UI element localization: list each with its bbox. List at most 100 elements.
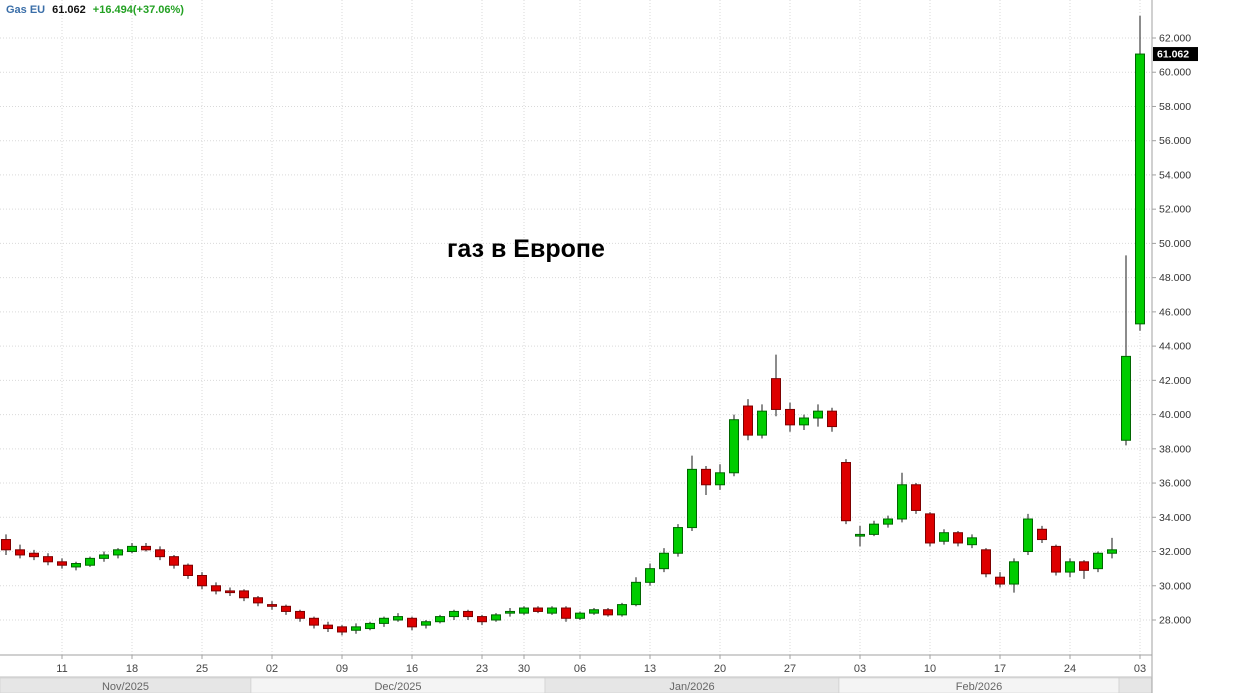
candle-body [1, 539, 11, 551]
last-price-badge [1153, 47, 1198, 62]
y-axis-label: 60.000 [1159, 67, 1191, 79]
candle-body [99, 554, 109, 559]
x-axis-label: 23 [476, 663, 488, 675]
x-axis-label: 27 [784, 663, 796, 675]
candle-body [225, 590, 235, 594]
candle-body [799, 417, 809, 426]
candle-body [701, 468, 711, 486]
candle-body [785, 408, 795, 426]
x-axis-label: 10 [924, 663, 936, 675]
candle-body [169, 556, 179, 566]
candle-body [771, 378, 781, 410]
x-axis-label: 13 [644, 663, 656, 675]
x-axis-label: 06 [574, 663, 586, 675]
candle-body [309, 617, 319, 626]
candle-body [687, 468, 697, 529]
y-axis-label: 48.000 [1159, 272, 1191, 284]
month-label: Nov/2025 [102, 681, 149, 693]
y-axis-label: 52.000 [1159, 204, 1191, 216]
y-axis-label: 34.000 [1159, 512, 1191, 524]
candle-body [71, 563, 81, 568]
candle-body [925, 513, 935, 544]
x-axis-label: 02 [266, 663, 278, 675]
candle-body [645, 568, 655, 583]
candle-body [463, 610, 473, 618]
candle-body [967, 537, 977, 546]
candle-body [15, 549, 25, 556]
candle-body [589, 609, 599, 614]
y-axis-label: 58.000 [1159, 101, 1191, 113]
candle-body [869, 523, 879, 535]
y-axis-label: 46.000 [1159, 306, 1191, 318]
candle-body [183, 564, 193, 576]
candle-body [365, 622, 375, 630]
candle-body [113, 549, 123, 556]
candle-body [211, 585, 221, 592]
x-axis-label: 18 [126, 663, 138, 675]
candle-body [1023, 518, 1033, 553]
candle-body [29, 552, 39, 558]
candle-body [407, 617, 417, 628]
y-axis-label: 36.000 [1159, 478, 1191, 490]
candle-body [421, 621, 431, 626]
candle-body [155, 549, 165, 558]
month-label: Jan/2026 [669, 681, 714, 693]
candle-body [267, 604, 277, 607]
candle-body [673, 527, 683, 554]
candle-body [519, 607, 529, 614]
y-axis-label: 40.000 [1159, 409, 1191, 421]
x-axis-label: 30 [518, 663, 530, 675]
candle-body [1037, 528, 1047, 541]
candle-body [631, 581, 641, 606]
x-axis-label: 16 [406, 663, 418, 675]
candle-body [995, 576, 1005, 585]
x-axis-label: 20 [714, 663, 726, 675]
candle-body [477, 616, 487, 623]
candle-body [575, 612, 585, 619]
month-label: Dec/2025 [374, 681, 421, 693]
candle-body [1121, 355, 1131, 441]
last-price-value: 61.062 [52, 4, 86, 16]
candle-body [813, 410, 823, 419]
candle-body [281, 605, 291, 612]
candle-body [435, 616, 445, 623]
instrument-legend: Gas EU 61.062 +16.494(+37.06%) [6, 4, 184, 16]
y-axis-label: 56.000 [1159, 135, 1191, 147]
y-axis-label: 54.000 [1159, 169, 1191, 181]
candle-body [337, 626, 347, 633]
y-axis-label: 38.000 [1159, 443, 1191, 455]
candle-body [1065, 561, 1075, 573]
x-axis-label: 17 [994, 663, 1006, 675]
y-axis-label: 62.000 [1159, 32, 1191, 44]
candle-body [253, 597, 263, 604]
candle-body [449, 610, 459, 618]
candle-body [715, 472, 725, 486]
candle-body [547, 607, 557, 614]
candle-body [1009, 561, 1019, 585]
candle-body [43, 556, 53, 563]
candle-body [533, 607, 543, 612]
y-axis-label: 32.000 [1159, 546, 1191, 558]
candle-body [1079, 561, 1089, 571]
candle-body [197, 574, 207, 587]
candle-body [1107, 549, 1117, 554]
month-band [1118, 677, 1153, 693]
chart-annotation: газ в Европе [447, 235, 605, 263]
candle-body [981, 549, 991, 575]
candle-body [659, 552, 669, 570]
candle-body [141, 545, 151, 551]
month-label: Feb/2026 [956, 681, 1002, 693]
instrument-name: Gas EU [6, 4, 46, 16]
candle-body [1093, 552, 1103, 570]
candle-body [351, 626, 361, 631]
x-axis-label: 03 [854, 663, 866, 675]
y-axis-label: 30.000 [1159, 580, 1191, 592]
candle-body [379, 617, 389, 624]
candle-body [911, 484, 921, 511]
candle-body [757, 410, 767, 436]
candle-body [491, 614, 501, 621]
candle-body [729, 419, 739, 474]
y-axis-label: 44.000 [1159, 341, 1191, 353]
